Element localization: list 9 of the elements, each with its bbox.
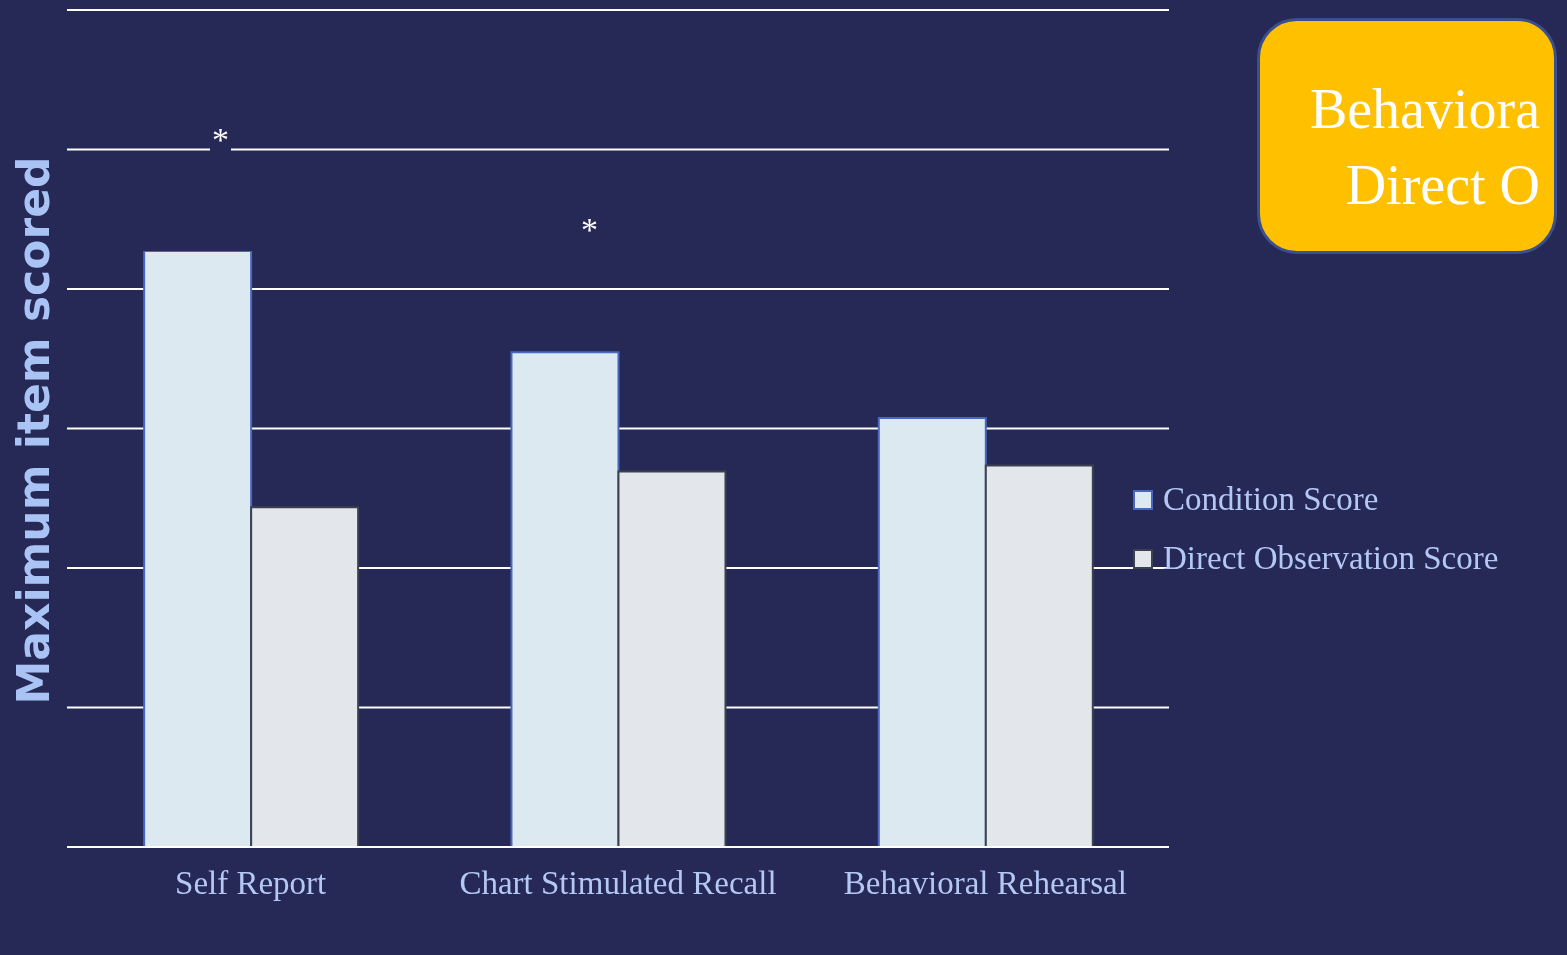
y-axis-title: Maximum item scored — [8, 156, 60, 704]
text: Behaviora Direct O — [1257, 18, 1557, 254]
x-tick-label: Self Report — [175, 865, 327, 902]
legend-label: Condition Score — [1162, 480, 1380, 519]
legend-label: Direct Observation Score — [1162, 539, 1499, 578]
text: * — [580, 211, 599, 248]
text: * — [211, 121, 230, 158]
x-tick-label: Chart Stimulated Recall — [459, 865, 777, 902]
x-tick-label: Behavioral Rehearsal — [843, 865, 1127, 902]
